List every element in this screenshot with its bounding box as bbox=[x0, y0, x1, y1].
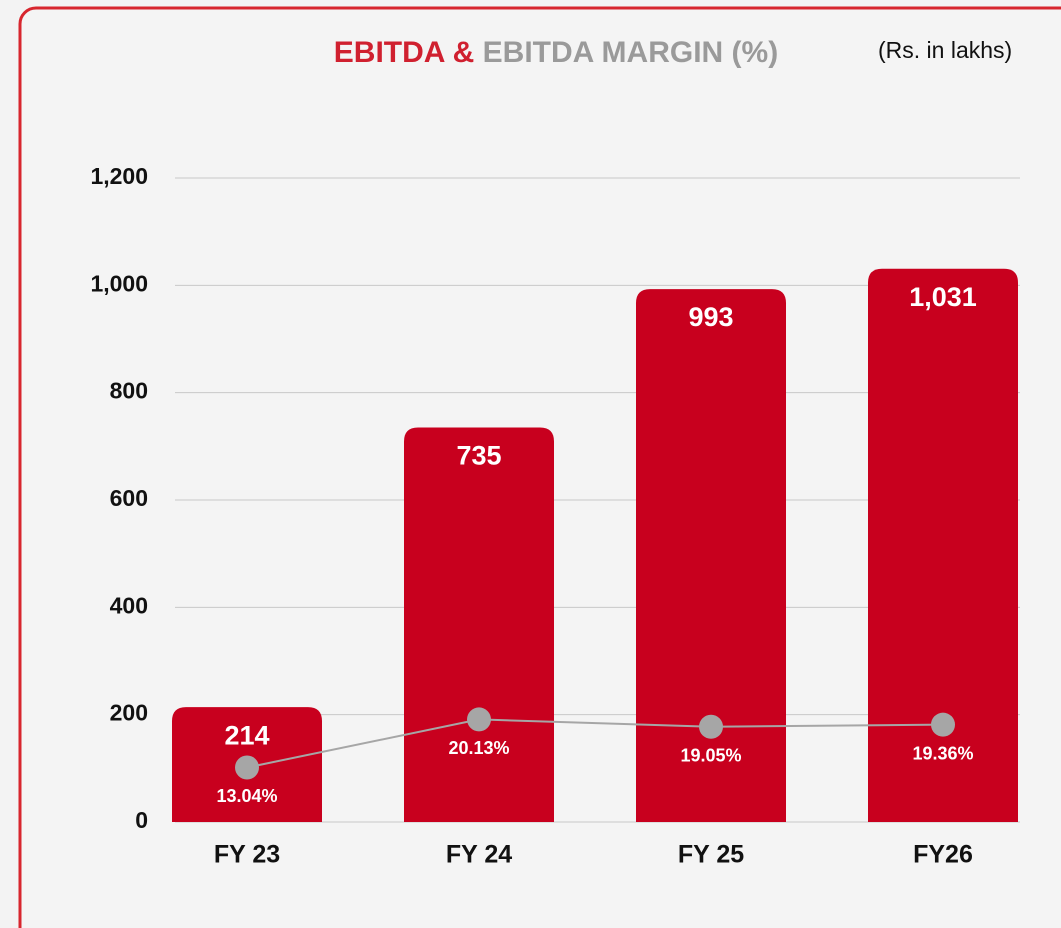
bar bbox=[868, 268, 1018, 822]
bar-value-label: 735 bbox=[456, 441, 501, 471]
margin-label: 20.13% bbox=[448, 738, 509, 758]
bar bbox=[404, 427, 554, 822]
x-tick-label: FY 23 bbox=[214, 841, 280, 869]
margin-label: 13.04% bbox=[216, 786, 277, 806]
margin-label: 19.36% bbox=[912, 743, 973, 763]
bar-value-label: 993 bbox=[688, 302, 733, 332]
title-part: EBITDA MARGIN (%) bbox=[483, 36, 779, 69]
y-tick-label: 200 bbox=[110, 700, 148, 726]
x-tick-label: FY26 bbox=[913, 841, 973, 869]
chart-title: EBITDA & EBITDA MARGIN (%) bbox=[334, 36, 778, 69]
bar bbox=[636, 289, 786, 823]
y-tick-label: 1,200 bbox=[90, 163, 148, 189]
y-tick-label: 400 bbox=[110, 592, 148, 618]
margin-point bbox=[235, 755, 259, 780]
title-part: EBITDA & bbox=[334, 36, 475, 69]
y-tick-label: 600 bbox=[110, 485, 148, 511]
margin-point bbox=[467, 707, 491, 732]
margin-label: 19.05% bbox=[680, 746, 741, 766]
bar-value-label: 214 bbox=[224, 720, 269, 750]
subtitle: (Rs. in lakhs) bbox=[878, 37, 1012, 63]
margin-line bbox=[246, 718, 944, 769]
x-tick-label: FY 24 bbox=[446, 841, 512, 869]
y-tick-label: 800 bbox=[110, 378, 148, 404]
x-tick-label: FY 25 bbox=[678, 841, 744, 869]
y-tick-label: 1,000 bbox=[90, 270, 148, 296]
y-tick-label: 0 bbox=[135, 807, 148, 833]
margin-point bbox=[699, 714, 723, 739]
margin-point bbox=[931, 712, 955, 737]
bar-value-label: 1,031 bbox=[909, 282, 977, 312]
